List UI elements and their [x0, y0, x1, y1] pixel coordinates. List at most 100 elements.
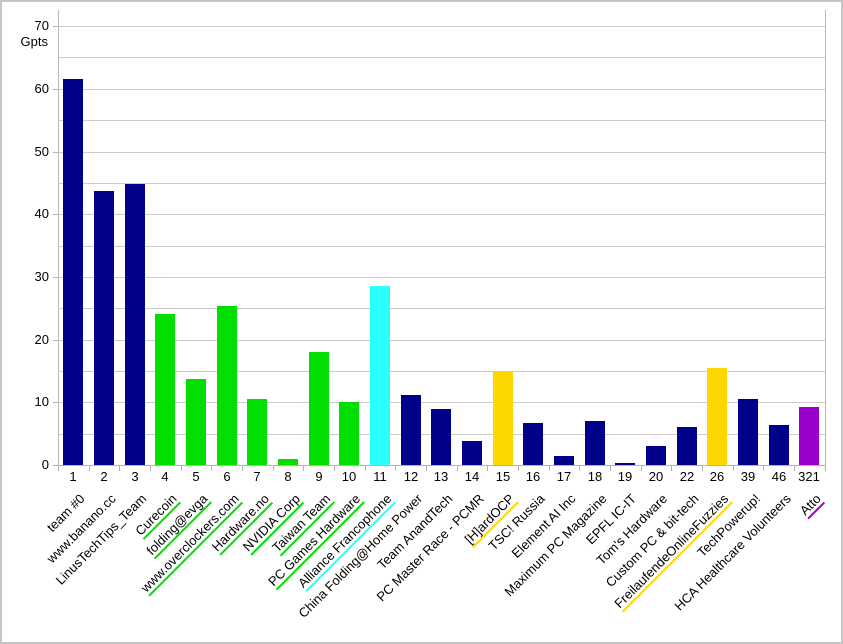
x-axis-line: [58, 465, 826, 466]
bar: [370, 286, 390, 465]
bar: [155, 314, 175, 465]
bar: [677, 427, 697, 465]
x-axis-tick: [825, 466, 826, 471]
x-axis-tick: [702, 466, 703, 471]
x-axis-tick: [426, 466, 427, 471]
x-axis-tick: [58, 466, 59, 471]
x-axis-rank-label: 17: [556, 469, 572, 484]
y-gridline: [58, 371, 825, 372]
x-axis-rank-label: 10: [341, 469, 357, 484]
x-axis-tick: [518, 466, 519, 471]
y-gridline: [58, 402, 825, 403]
x-axis-tick: [150, 466, 151, 471]
x-axis-tick: [457, 466, 458, 471]
bar: [247, 399, 267, 465]
bar: [585, 421, 605, 465]
bar: [646, 446, 666, 465]
bar: [799, 407, 819, 465]
bar: [125, 184, 145, 465]
x-axis-rank-label: 16: [525, 469, 541, 484]
x-axis-rank-label: 12: [403, 469, 419, 484]
y-gridline: [58, 308, 825, 309]
x-axis-rank-label: 3: [131, 469, 139, 484]
y-gridline: [58, 277, 825, 278]
y-axis-tick: [53, 340, 58, 341]
team-name-label: Atto: [796, 491, 826, 520]
y-axis-tick: [53, 89, 58, 90]
x-axis-tick: [211, 466, 212, 471]
y-gridline: [58, 246, 825, 247]
x-axis-rank-label: 22: [679, 469, 695, 484]
x-axis-tick: [671, 466, 672, 471]
bar: [339, 402, 359, 465]
y-axis-tick-label: 10: [34, 394, 49, 409]
x-axis-tick: [794, 466, 795, 471]
x-axis-rank-label: 8: [284, 469, 292, 484]
x-axis-rank-label: 14: [464, 469, 480, 484]
bar: [94, 191, 114, 465]
y-axis-tick-label: 70: [34, 18, 49, 33]
bar: [63, 79, 83, 465]
x-axis-tick: [641, 466, 642, 471]
y-axis-tick-label: 50: [34, 144, 49, 159]
bar: [615, 463, 635, 465]
y-axis-tick: [53, 214, 58, 215]
x-axis-tick: [610, 466, 611, 471]
bar: [401, 395, 421, 465]
x-axis-rank-label: 7: [253, 469, 261, 484]
x-axis-rank-label: 321: [798, 469, 820, 484]
y-gridline: [58, 152, 825, 153]
y-axis-tick: [53, 402, 58, 403]
y-gridline: [58, 89, 825, 90]
x-axis-rank-label: 20: [648, 469, 664, 484]
x-axis-tick: [273, 466, 274, 471]
y-gridline: [58, 214, 825, 215]
x-axis-tick: [487, 466, 488, 471]
bar: [554, 456, 574, 465]
x-axis-tick: [242, 466, 243, 471]
x-axis-rank-label: 18: [587, 469, 603, 484]
x-axis-rank-label: 19: [617, 469, 633, 484]
bar: [769, 425, 789, 465]
y-gridline: [58, 120, 825, 121]
y-axis-tick-label: 60: [34, 81, 49, 96]
x-axis-tick: [365, 466, 366, 471]
y-axis-tick: [53, 152, 58, 153]
bar: [493, 372, 513, 465]
y-axis-tick-label: 30: [34, 269, 49, 284]
x-axis-rank-label: 6: [223, 469, 231, 484]
y-axis-line: [58, 10, 59, 465]
bar: [309, 352, 329, 465]
x-axis-rank-label: 13: [433, 469, 449, 484]
x-axis-tick: [549, 466, 550, 471]
x-axis-rank-label: 2: [100, 469, 108, 484]
x-axis-tick: [395, 466, 396, 471]
y-axis-unit-label: Gpts: [20, 34, 48, 49]
y-axis-tick: [53, 277, 58, 278]
y-axis-tick: [53, 465, 58, 466]
y-gridline: [58, 340, 825, 341]
bar: [431, 409, 451, 465]
bar: [523, 423, 543, 465]
y-axis-tick: [53, 26, 58, 27]
bar: [186, 379, 206, 465]
y-gridline: [58, 57, 825, 58]
x-axis-tick: [303, 466, 304, 471]
x-axis-rank-label: 39: [740, 469, 756, 484]
y-gridline: [58, 183, 825, 184]
y-axis-tick-label: 20: [34, 332, 49, 347]
x-axis-tick: [334, 466, 335, 471]
plot-right-edge-line: [825, 10, 826, 465]
x-axis-rank-label: 11: [373, 469, 387, 484]
x-axis-tick: [89, 466, 90, 471]
x-axis-rank-label: 46: [771, 469, 787, 484]
y-axis-tick-label: 40: [34, 206, 49, 221]
bar: [707, 368, 727, 465]
x-axis-tick: [181, 466, 182, 471]
x-axis-tick: [119, 466, 120, 471]
y-gridline: [58, 26, 825, 27]
bar: [278, 459, 298, 465]
x-axis-tick: [733, 466, 734, 471]
